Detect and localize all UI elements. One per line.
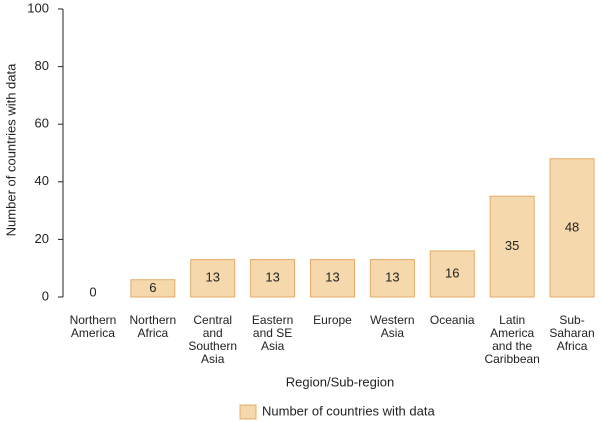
bar xyxy=(310,259,355,298)
data-label: 13 xyxy=(205,270,219,285)
data-label: 6 xyxy=(149,280,156,295)
x-tick-label: Northern America xyxy=(69,313,117,340)
x-tick-label: Latin America and the Caribbean xyxy=(484,313,540,366)
legend-label: Number of countries with data xyxy=(262,403,435,418)
y-tick-label: 20 xyxy=(35,231,49,246)
bar xyxy=(190,259,236,298)
y-tick-label: 0 xyxy=(42,288,49,303)
bar xyxy=(489,195,535,298)
bar xyxy=(130,279,176,298)
y-tick-label: 80 xyxy=(35,58,49,73)
data-label: 48 xyxy=(565,219,579,234)
data-label: 13 xyxy=(325,270,339,285)
x-axis-title: Region/Sub-region xyxy=(286,374,394,389)
x-tick-label: Sub-Saharan Africa xyxy=(549,313,595,353)
x-tick-label: Europe xyxy=(313,313,352,327)
x-tick-label: Eastern and SE Asia xyxy=(251,313,294,353)
x-tick-label: Western Asia xyxy=(370,313,415,340)
data-label: 13 xyxy=(385,270,399,285)
bar xyxy=(369,259,415,298)
legend-swatch xyxy=(239,404,257,420)
data-label: 13 xyxy=(265,270,279,285)
data-label: 16 xyxy=(445,265,459,280)
y-axis-title: Number of countries with data xyxy=(3,63,18,236)
data-label: 35 xyxy=(505,238,519,253)
x-tick-label: Northern Africa xyxy=(129,313,177,340)
y-tick-label: 100 xyxy=(27,0,49,15)
bar xyxy=(549,158,595,298)
y-tick-label: 60 xyxy=(35,116,49,131)
x-tick-label: Oceania xyxy=(429,313,475,327)
y-tick-label: 40 xyxy=(35,173,49,188)
x-tick-label: Central and Southern Asia xyxy=(188,313,238,366)
bar xyxy=(250,259,296,298)
data-label: 0 xyxy=(89,284,96,299)
bar xyxy=(429,250,475,298)
